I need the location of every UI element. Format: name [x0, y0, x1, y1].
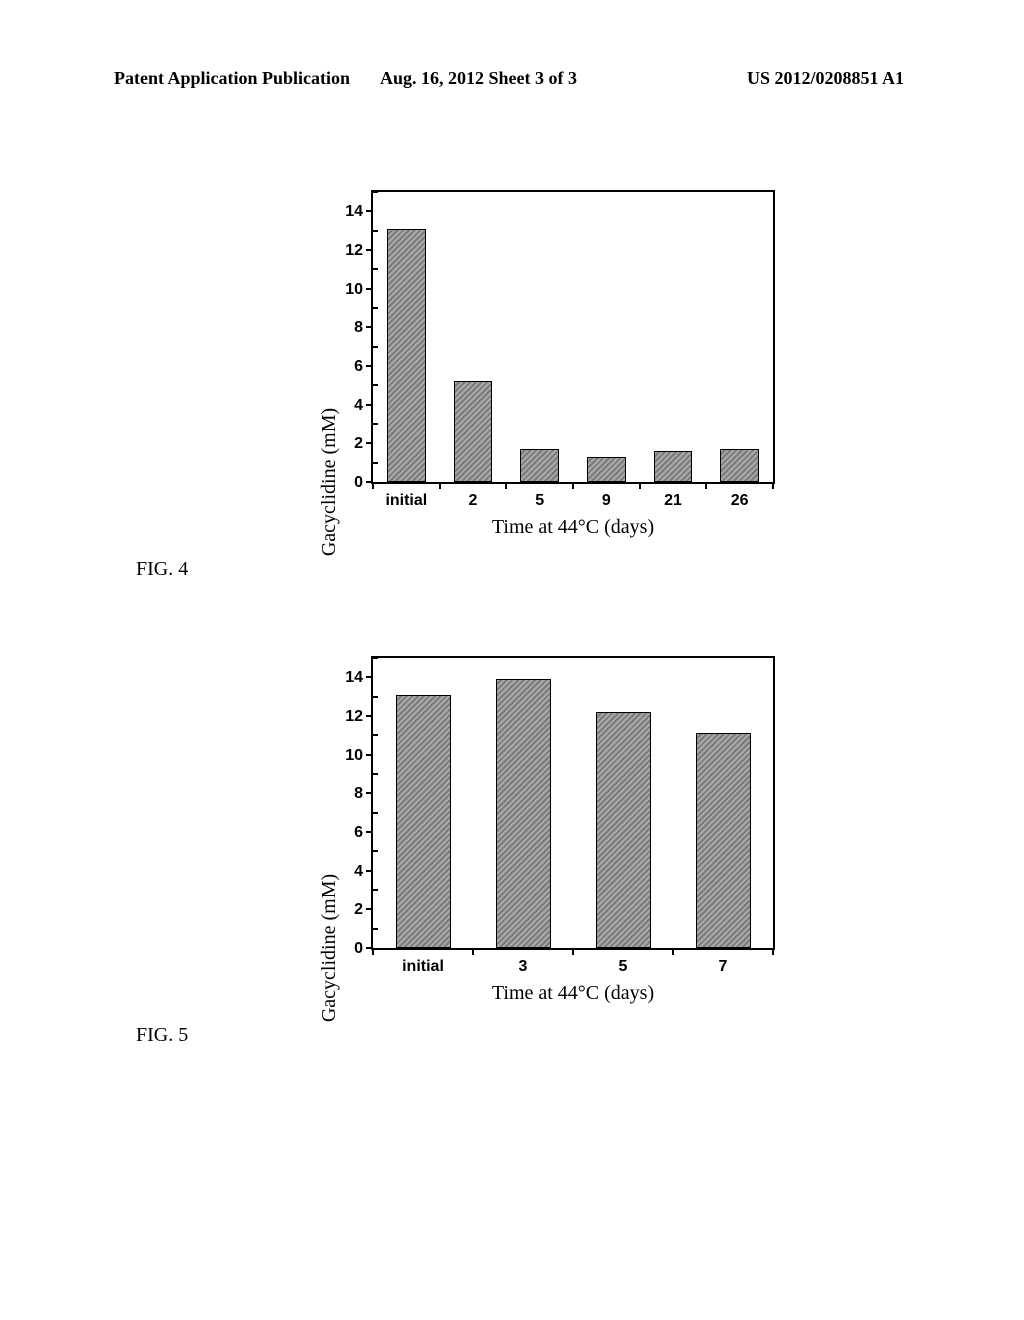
fig4-ylabel: Gacyclidine (mM): [318, 337, 341, 627]
figure-4-chart: 02468101214initial2592126Gacyclidine (mM…: [371, 190, 771, 480]
header-middle: Aug. 16, 2012 Sheet 3 of 3: [380, 68, 577, 89]
fig5-ytick-label: 12: [345, 708, 363, 726]
fig4-ytick-label: 10: [345, 281, 363, 299]
fig5-xtick-label: initial: [402, 958, 444, 976]
header-left: Patent Application Publication: [114, 68, 350, 89]
fig4-xtick-label: 5: [535, 492, 544, 510]
fig4-xlabel: Time at 44°C (days): [492, 516, 654, 539]
fig5-bar: [396, 695, 451, 948]
fig5-ytick-label: 14: [345, 669, 363, 687]
fig5-bar: [496, 679, 551, 948]
fig4-ytick-label: 14: [345, 203, 363, 221]
fig5-xtick-label: 7: [719, 958, 728, 976]
fig4-xtick-label: 21: [664, 492, 682, 510]
fig4-bar: [720, 449, 759, 482]
fig5-ytick-label: 6: [354, 824, 363, 842]
fig5-ylabel: Gacyclidine (mM): [318, 803, 341, 1093]
fig5-xlabel: Time at 44°C (days): [492, 982, 654, 1005]
figure-5-chart: 02468101214initial357Gacyclidine (mM)Tim…: [371, 656, 771, 946]
fig4-bar: [587, 457, 626, 482]
figure-5-label: FIG. 5: [136, 1024, 188, 1047]
fig5-ytick-label: 8: [354, 785, 363, 803]
fig4-ytick-label: 12: [345, 242, 363, 260]
fig4-plot-area: 02468101214initial2592126Gacyclidine (mM…: [371, 190, 775, 484]
figure-4-label: FIG. 4: [136, 558, 188, 581]
fig4-ytick-label: 0: [354, 474, 363, 492]
fig4-bar: [387, 229, 426, 482]
fig4-bar: [520, 449, 559, 482]
fig4-xtick-label: 26: [731, 492, 749, 510]
fig5-bar: [696, 733, 751, 948]
fig5-ytick-label: 4: [354, 863, 363, 881]
fig4-xtick-label: 9: [602, 492, 611, 510]
fig4-ytick-label: 8: [354, 319, 363, 337]
fig4-ytick-label: 6: [354, 358, 363, 376]
fig5-ytick-label: 0: [354, 940, 363, 958]
fig4-xtick-label: 2: [469, 492, 478, 510]
fig5-bar: [596, 712, 651, 948]
fig5-ytick-label: 2: [354, 901, 363, 919]
fig5-ytick-label: 10: [345, 747, 363, 765]
fig5-xtick-label: 5: [619, 958, 628, 976]
fig4-bar: [454, 381, 493, 482]
fig4-ytick-label: 4: [354, 397, 363, 415]
header-right: US 2012/0208851 A1: [747, 68, 904, 89]
fig5-xtick-label: 3: [519, 958, 528, 976]
fig4-ytick-label: 2: [354, 435, 363, 453]
fig4-bar: [654, 451, 693, 482]
fig5-plot-area: 02468101214initial357Gacyclidine (mM)Tim…: [371, 656, 775, 950]
fig4-xtick-label: initial: [385, 492, 427, 510]
